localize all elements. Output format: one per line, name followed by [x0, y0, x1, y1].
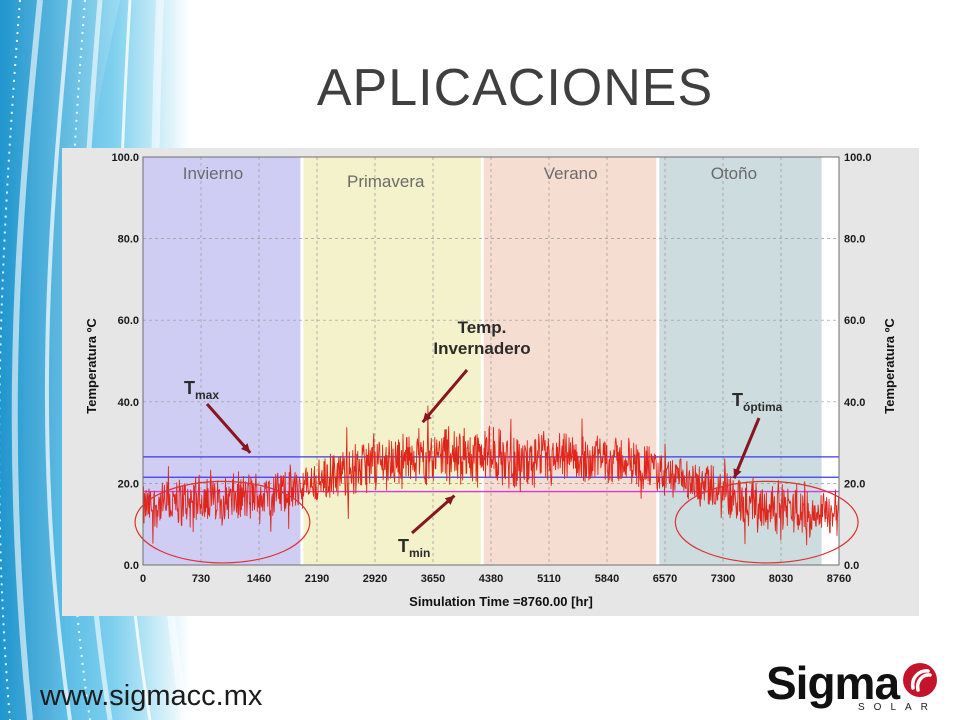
- arrow-temp-invernadero: [421, 369, 469, 424]
- temperature-chart: Invierno Primavera Verano Otoño 0 730 1460 2190…: [84, 152, 897, 609]
- temperature-chart-panel: Invierno Primavera Verano Otoño 0 730 1460 2190…: [62, 148, 919, 616]
- y-tick-label-right: 100.0: [844, 152, 872, 164]
- sigma-solar-logo: Sigma SOLAR: [766, 656, 946, 713]
- x-tick-label: 3650: [421, 573, 445, 585]
- annotation-temp-invernadero-line1: Temp.: [458, 318, 507, 337]
- y-tick-label-right: 60.0: [844, 315, 865, 327]
- highlight-ellipse-0: [134, 480, 311, 564]
- season-divider-1: [480, 157, 484, 565]
- season-label-verano: Verano: [544, 164, 598, 183]
- season-divider-2: [656, 157, 660, 565]
- x-tick-label: 7300: [711, 573, 735, 585]
- arrow-t-optima: [732, 417, 761, 479]
- x-axis-label: Simulation Time =8760.00 [hr]: [409, 594, 593, 609]
- arrow-t-optima-head: [733, 468, 742, 479]
- x-tick-label: 8030: [769, 573, 793, 585]
- x-tick-label: 730: [192, 573, 210, 585]
- season-band-2: [482, 157, 658, 565]
- website-url[interactable]: www.sigmacc.mx: [40, 680, 263, 712]
- arrow-t-min-head: [444, 495, 455, 505]
- arrow-t-min: [411, 494, 456, 535]
- slide-title: APLICACIONES: [316, 59, 714, 117]
- y-tick-label-left: 100.0: [111, 152, 139, 164]
- season-label-otoño: Otoño: [711, 164, 757, 183]
- y-axis-label-right: Temperatura ºC: [882, 318, 897, 414]
- season-divider-3: [821, 157, 825, 565]
- y-axis-label-left: Temperatura ºC: [84, 318, 99, 414]
- season-label-invierno: Invierno: [183, 164, 243, 183]
- temperature-series-line: [142, 405, 840, 546]
- arrow-t-max-head: [241, 443, 251, 453]
- season-label-primavera: Primavera: [347, 172, 425, 191]
- logo-subtitle: SOLAR: [858, 702, 937, 713]
- y-tick-label-right: 0.0: [844, 560, 859, 572]
- y-tick-label-left: 60.0: [118, 315, 139, 327]
- y-tick-label-right: 20.0: [844, 478, 865, 490]
- logo-wordmark: Sigma: [766, 657, 900, 709]
- annotation-t-max: Tmax: [184, 378, 219, 402]
- x-tick-label: 5110: [537, 573, 561, 585]
- x-tick-label: 0: [140, 573, 146, 585]
- season-band-1: [301, 157, 483, 565]
- y-tick-label-left: 80.0: [118, 234, 139, 246]
- x-tick-label: 6570: [653, 573, 677, 585]
- x-tick-label: 2920: [363, 573, 387, 585]
- sigma-swirl-icon: [903, 663, 937, 697]
- y-tick-label-right: 80.0: [844, 234, 865, 246]
- x-tick-label: 1460: [247, 573, 271, 585]
- y-tick-label-right: 40.0: [844, 397, 865, 409]
- arrow-temp-invernadero-head: [422, 412, 432, 423]
- x-tick-label: 8760: [827, 573, 851, 585]
- annotation-t-optima: Tóptima: [732, 390, 783, 414]
- x-tick-label: 2190: [305, 573, 329, 585]
- annotation-temp-invernadero-line2: Invernadero: [433, 339, 530, 358]
- annotation-t-min: Tmin: [398, 536, 430, 560]
- arrow-t-max: [205, 403, 252, 454]
- x-tick-label: 4380: [479, 573, 503, 585]
- y-tick-label-left: 0.0: [124, 560, 139, 572]
- highlight-ellipse-1: [674, 480, 859, 564]
- y-tick-label-left: 40.0: [118, 397, 139, 409]
- y-tick-label-left: 20.0: [118, 478, 139, 490]
- season-divider-0: [300, 157, 304, 565]
- x-tick-label: 5840: [595, 573, 619, 585]
- plot-border: [142, 156, 840, 566]
